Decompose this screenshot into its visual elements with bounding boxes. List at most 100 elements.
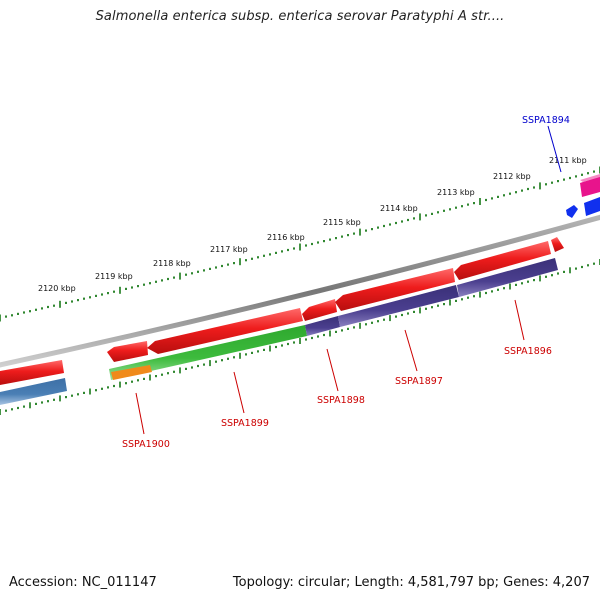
reverse-ring-major-tick (0, 409, 1, 415)
reverse-ring-minor-tick (335, 330, 337, 333)
axis-label-2115: 2115 kbp (323, 218, 361, 227)
reverse-ring-minor-tick (515, 283, 517, 286)
reverse-ring-minor-tick (11, 408, 13, 411)
reverse-ring-minor-tick (221, 359, 223, 362)
cog-track (0, 258, 558, 405)
reverse-ring-minor-tick (305, 338, 307, 341)
axis-label-2112: 2112 kbp (493, 172, 531, 181)
reverse-ring-minor-tick (257, 350, 259, 353)
axis-labels: 2111 kbp 2112 kbp 2113 kbp 2114 kbp 2115… (38, 156, 587, 293)
reverse-ring-minor-tick (551, 274, 553, 277)
map-title: Salmonella enterica subsp. enterica sero… (95, 9, 505, 24)
forward-ring-minor-tick (173, 276, 175, 279)
forward-ring-minor-tick (401, 220, 403, 223)
gene-bar-sspa1896-cds[interactable] (454, 241, 551, 280)
forward-ring-minor-tick (95, 294, 97, 297)
forward-ring-major-tick (59, 300, 61, 308)
forward-ring-minor-tick (17, 312, 19, 315)
reverse-ring-major-tick (59, 395, 61, 402)
reverse-ring-minor-tick (77, 393, 79, 396)
reverse-ring-minor-tick (107, 386, 109, 389)
forward-ring-minor-tick (353, 232, 355, 235)
reverse-ring-minor-tick (461, 298, 463, 301)
forward-ring-minor-tick (227, 263, 229, 266)
reverse-ring-minor-tick (545, 275, 547, 278)
reverse-ring-minor-tick (137, 379, 139, 382)
forward-ring-minor-tick (341, 235, 343, 238)
gene-bar-sspa1899-cds[interactable] (147, 308, 303, 354)
forward-ring-minor-tick (371, 228, 373, 231)
forward-ring-minor-tick (107, 292, 109, 295)
reverse-ring-minor-tick (437, 304, 439, 307)
reverse-ring-major-tick (419, 307, 421, 314)
gene-bar-magenta[interactable] (580, 176, 600, 197)
forward-ring-minor-tick (473, 202, 475, 205)
reverse-ring-minor-tick (185, 367, 187, 370)
reverse-ring-minor-tick (113, 384, 115, 388)
forward-ring-minor-tick (461, 205, 463, 208)
reverse-ring-minor-tick (287, 342, 289, 346)
forward-ring-major-tick (479, 198, 481, 205)
reverse-ring-major-tick (239, 352, 241, 359)
reverse-ring-minor-tick (161, 373, 163, 376)
gene-bar-sspa1897-cds[interactable] (335, 268, 455, 311)
gene-bar-left-red[interactable] (0, 360, 64, 385)
reverse-ring-minor-tick (425, 307, 427, 310)
reverse-ring-minor-tick (191, 366, 193, 369)
reverse-ring-minor-tick (557, 272, 559, 275)
gene-label-sspa1894[interactable]: SSPA1894 (522, 115, 570, 126)
forward-ring-minor-tick (443, 209, 445, 212)
forward-ring-minor-tick (323, 240, 325, 243)
leader-sspa1898 (326, 348, 339, 392)
gene-label-sspa1897[interactable]: SSPA1897 (395, 376, 443, 387)
reverse-ring-minor-tick (215, 360, 217, 363)
gene-label-sspa1900[interactable]: SSPA1900 (122, 439, 170, 450)
reverse-ring-minor-tick (281, 344, 283, 347)
accession-text: Accession: NC_011147 (9, 575, 157, 590)
forward-ring-minor-tick (491, 197, 493, 200)
forward-ring-minor-tick (377, 226, 379, 229)
forward-ring-minor-tick (293, 247, 295, 250)
gene-label-sspa1896[interactable]: SSPA1896 (504, 346, 552, 357)
reverse-ring-minor-tick (347, 327, 349, 330)
gene-label-sspa1898[interactable]: SSPA1898 (317, 395, 365, 406)
forward-ring-minor-tick (167, 277, 169, 281)
forward-ring-minor-tick (527, 187, 529, 191)
forward-ring-minor-tick (161, 279, 163, 282)
gene-bar-left-blue[interactable] (0, 378, 67, 405)
gene-bar-blue[interactable] (584, 197, 600, 216)
gene-arrow-red-right[interactable] (551, 237, 564, 252)
genome-stats-text: Topology: circular; Length: 4,581,797 bp… (232, 575, 590, 590)
gene-bar-sspa1896-cog[interactable] (457, 258, 558, 297)
reverse-ring-minor-tick (521, 282, 523, 285)
forward-ring-minor-tick (335, 237, 337, 240)
forward-ring-minor-tick (503, 194, 505, 197)
reverse-ring-minor-tick (383, 318, 385, 321)
axis-label-2113: 2113 kbp (437, 188, 475, 197)
reverse-ring-minor-tick (101, 387, 103, 390)
gene-bar-sspa1897-cog[interactable] (338, 285, 459, 327)
forward-ring-minor-tick (287, 248, 289, 252)
axis-label-2119: 2119 kbp (95, 272, 133, 281)
axis-label-2114: 2114 kbp (380, 204, 418, 213)
gene-bar-sspa1898-cog[interactable] (305, 316, 340, 336)
gene-arrow-red[interactable] (107, 341, 148, 362)
forward-ring-minor-tick (497, 195, 499, 198)
gene-bar-sspa1899-cog[interactable] (109, 325, 307, 380)
forward-ring-minor-tick (125, 287, 127, 290)
forward-ring-minor-tick (557, 180, 559, 183)
reverse-ring-minor-tick (575, 267, 577, 270)
forward-ring-minor-tick (23, 311, 25, 314)
gene-label-sspa1899[interactable]: SSPA1899 (221, 418, 269, 429)
forward-ring-minor-tick (413, 217, 415, 220)
reverse-ring-minor-tick (71, 394, 73, 397)
gene-arrow-sspa1894[interactable] (566, 205, 578, 218)
reverse-ring-minor-tick (431, 306, 433, 309)
reverse-ring-minor-tick (47, 400, 49, 403)
gene-bar-sspa1898-cds[interactable] (302, 299, 337, 321)
reverse-ring-minor-tick (581, 265, 583, 269)
gene-bar-sspa1900-cog[interactable] (111, 365, 152, 380)
forward-ring-minor-tick (281, 250, 283, 253)
reverse-ring-minor-tick (467, 296, 469, 299)
